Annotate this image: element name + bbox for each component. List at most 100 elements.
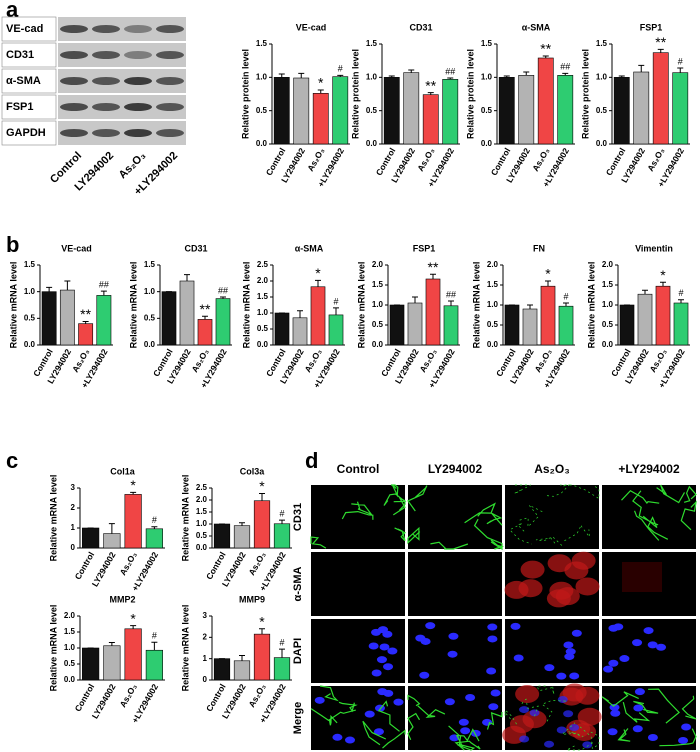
significance-mark: *	[259, 478, 265, 494]
bar	[145, 528, 163, 549]
error-bar	[297, 310, 303, 318]
x-tick-label: As₂O₃	[246, 682, 267, 709]
y-tick-label: 0.0	[24, 340, 36, 349]
blot-band	[156, 77, 184, 85]
error-bar	[317, 89, 324, 94]
y-tick-label: 0.0	[602, 340, 614, 349]
blot-band	[156, 51, 184, 59]
significance-mark: ##	[99, 280, 109, 290]
blot-label-box	[1, 16, 57, 42]
error-bar	[130, 625, 137, 629]
nucleus	[544, 664, 555, 672]
nucleus	[556, 672, 567, 680]
blot-lane-label: As₂O₃	[117, 150, 149, 182]
bar	[124, 494, 142, 549]
bar	[328, 314, 344, 346]
y-tick-label: 1.0	[24, 287, 36, 296]
nucleus	[447, 650, 458, 658]
error-bar	[108, 642, 115, 646]
chart-title: α-SMA	[295, 243, 324, 253]
bar	[557, 75, 574, 145]
bar	[613, 77, 630, 145]
nucleus	[425, 622, 436, 630]
y-tick-label: 1.0	[196, 519, 208, 528]
error-bar	[503, 75, 510, 78]
chart-title: Vimentin	[635, 243, 673, 253]
blot-band	[92, 25, 120, 33]
micrograph	[602, 484, 697, 549]
nucleus	[632, 725, 643, 733]
error-bar	[239, 522, 245, 526]
bar	[233, 660, 251, 681]
error-bar	[657, 48, 664, 53]
error-bar	[678, 299, 684, 303]
bar	[619, 304, 635, 346]
row-label: DAPI	[292, 638, 304, 664]
column-header: Control	[337, 462, 380, 476]
bar	[673, 302, 689, 346]
nucleus	[371, 669, 382, 677]
junction-stain	[407, 485, 505, 551]
y-tick-label: 0.5	[487, 320, 499, 329]
nucleus	[486, 667, 497, 675]
y-tick-label: 3	[71, 483, 76, 492]
y-tick-label: 2.0	[196, 495, 208, 504]
chart-title: FSP1	[640, 22, 663, 32]
bar	[425, 278, 441, 346]
y-tick-label: 0.0	[596, 139, 608, 148]
micrograph-bg	[408, 485, 502, 549]
blot-row-label: GAPDH	[6, 127, 46, 139]
bar	[124, 628, 142, 681]
blot-band	[60, 51, 88, 59]
nucleus	[610, 709, 621, 717]
y-tick-label: 2.0	[64, 611, 76, 620]
blot-label-box	[1, 68, 57, 94]
error-bar	[220, 296, 226, 299]
nucleus	[368, 642, 379, 650]
error-bar	[638, 64, 645, 72]
panel-letter: d	[305, 448, 318, 473]
row-label: CD31	[292, 503, 304, 531]
blot-band	[60, 103, 88, 111]
y-tick-label: 0.0	[481, 139, 493, 148]
nucleus	[383, 663, 394, 671]
nucleus	[448, 632, 459, 640]
blot-band	[92, 129, 120, 137]
red-stain	[549, 581, 574, 600]
nucleus	[678, 737, 689, 745]
bar	[312, 93, 329, 145]
nucleus	[344, 736, 355, 744]
nucleus	[373, 728, 384, 736]
micrograph-bg	[311, 552, 405, 616]
chart-title: FN	[533, 243, 545, 253]
bar	[103, 645, 121, 681]
blot-band	[156, 103, 184, 111]
y-tick-label: 1.0	[487, 300, 499, 309]
blot-band	[124, 77, 152, 85]
error-bar	[618, 75, 625, 78]
significance-mark: ##	[560, 62, 570, 72]
y-tick-label: 0	[71, 543, 76, 552]
blot-band	[124, 51, 152, 59]
y-tick-label: 2	[71, 503, 76, 512]
y-tick-label: 0.5	[256, 106, 268, 115]
blot-band	[124, 103, 152, 111]
y-axis-label: Relative mRNA level	[356, 262, 366, 349]
micrograph-bg	[602, 485, 696, 549]
micrograph	[504, 551, 600, 616]
y-tick-label: 0.5	[196, 531, 208, 540]
micrograph	[310, 484, 407, 549]
blot-row-label: α-SMA	[6, 75, 41, 87]
significance-mark: ##	[445, 66, 455, 76]
significance-mark: #	[279, 637, 284, 647]
junction-stain	[310, 685, 406, 749]
chart-title: VE-cad	[61, 243, 92, 253]
nucleus	[382, 630, 393, 638]
micrograph	[407, 686, 503, 751]
y-tick-label: 0.0	[64, 675, 76, 684]
error-bar	[542, 55, 549, 58]
y-tick-label: 1.0	[64, 643, 76, 652]
nucleus	[519, 735, 530, 743]
bar	[383, 77, 400, 145]
significance-mark: #	[152, 631, 157, 641]
